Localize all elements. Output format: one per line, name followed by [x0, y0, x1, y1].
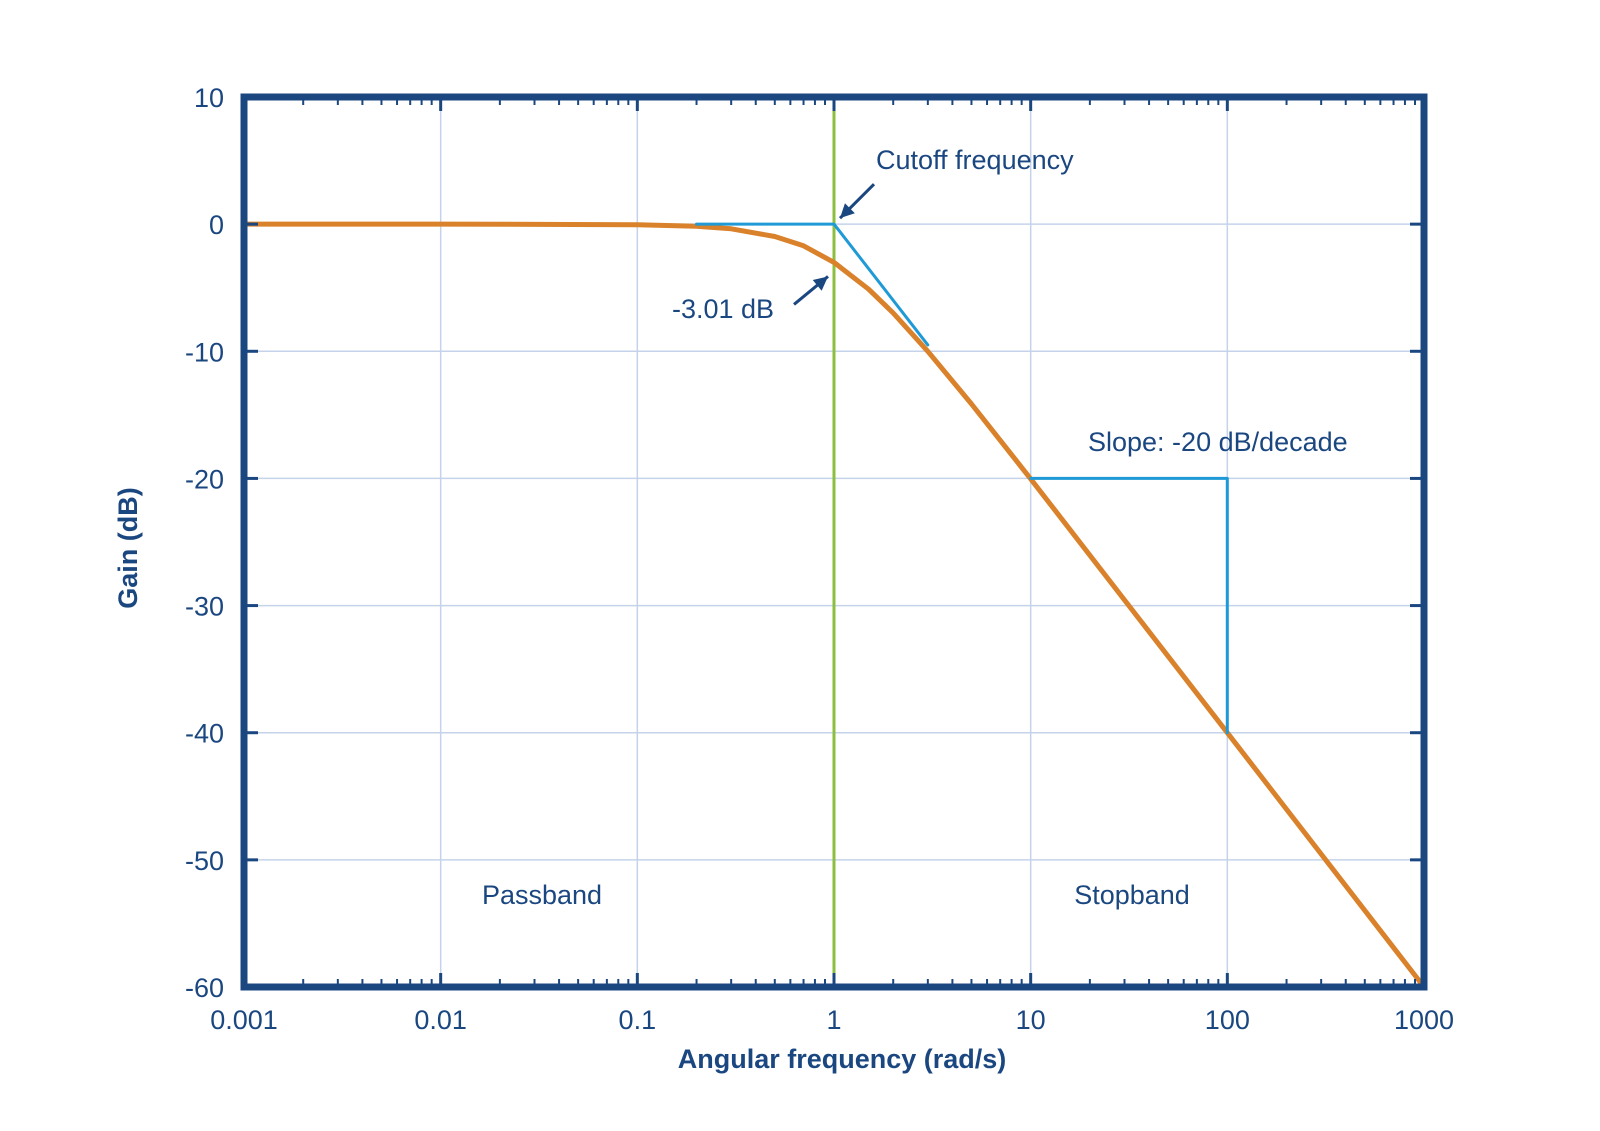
- x-axis-title: Angular frequency (rad/s): [678, 1044, 1007, 1074]
- cutoff-arrow-head: [840, 203, 855, 219]
- passband-label: Passband: [482, 880, 602, 910]
- gain-curve-line: [241, 221, 1427, 990]
- minus-3db-arrow-head: [812, 276, 828, 291]
- x-tick-label: 1000: [1394, 1005, 1454, 1035]
- frame-layer: [240, 93, 1428, 991]
- y-tick-label: 10: [194, 83, 224, 113]
- y-tick-label: -60: [185, 973, 224, 1003]
- x-tick-label: 100: [1205, 1005, 1250, 1035]
- x-tick-label: 0.1: [619, 1005, 657, 1035]
- y-tick-label: -20: [185, 464, 224, 494]
- cutoff-frequency-label: Cutoff frequency: [876, 145, 1074, 175]
- stopband-label: Stopband: [1074, 880, 1190, 910]
- series-layer: [241, 97, 1427, 990]
- y-tick-label: -30: [185, 592, 224, 622]
- slope-indicator-line: [1029, 476, 1229, 735]
- label-layer: 0.001 0.01 0.1 1 10 100 1000100-10-20-30-40-50…: [185, 83, 1454, 1035]
- slope-label: Slope: -20 dB/decade: [1088, 427, 1348, 457]
- y-tick-label: -40: [185, 719, 224, 749]
- x-tick-label: 0.01: [414, 1005, 467, 1035]
- minus-3db-label: -3.01 dB: [672, 294, 774, 324]
- asymptote-line: [695, 222, 930, 347]
- x-tick-label: 0.001: [210, 1005, 278, 1035]
- x-tick-label: 10: [1016, 1005, 1046, 1035]
- y-tick-label: -50: [185, 846, 224, 876]
- y-axis-title: Gain (dB): [113, 487, 143, 609]
- y-tick-label: -10: [185, 337, 224, 367]
- y-tick-label: 0: [209, 210, 224, 240]
- x-tick-label: 1: [826, 1005, 841, 1035]
